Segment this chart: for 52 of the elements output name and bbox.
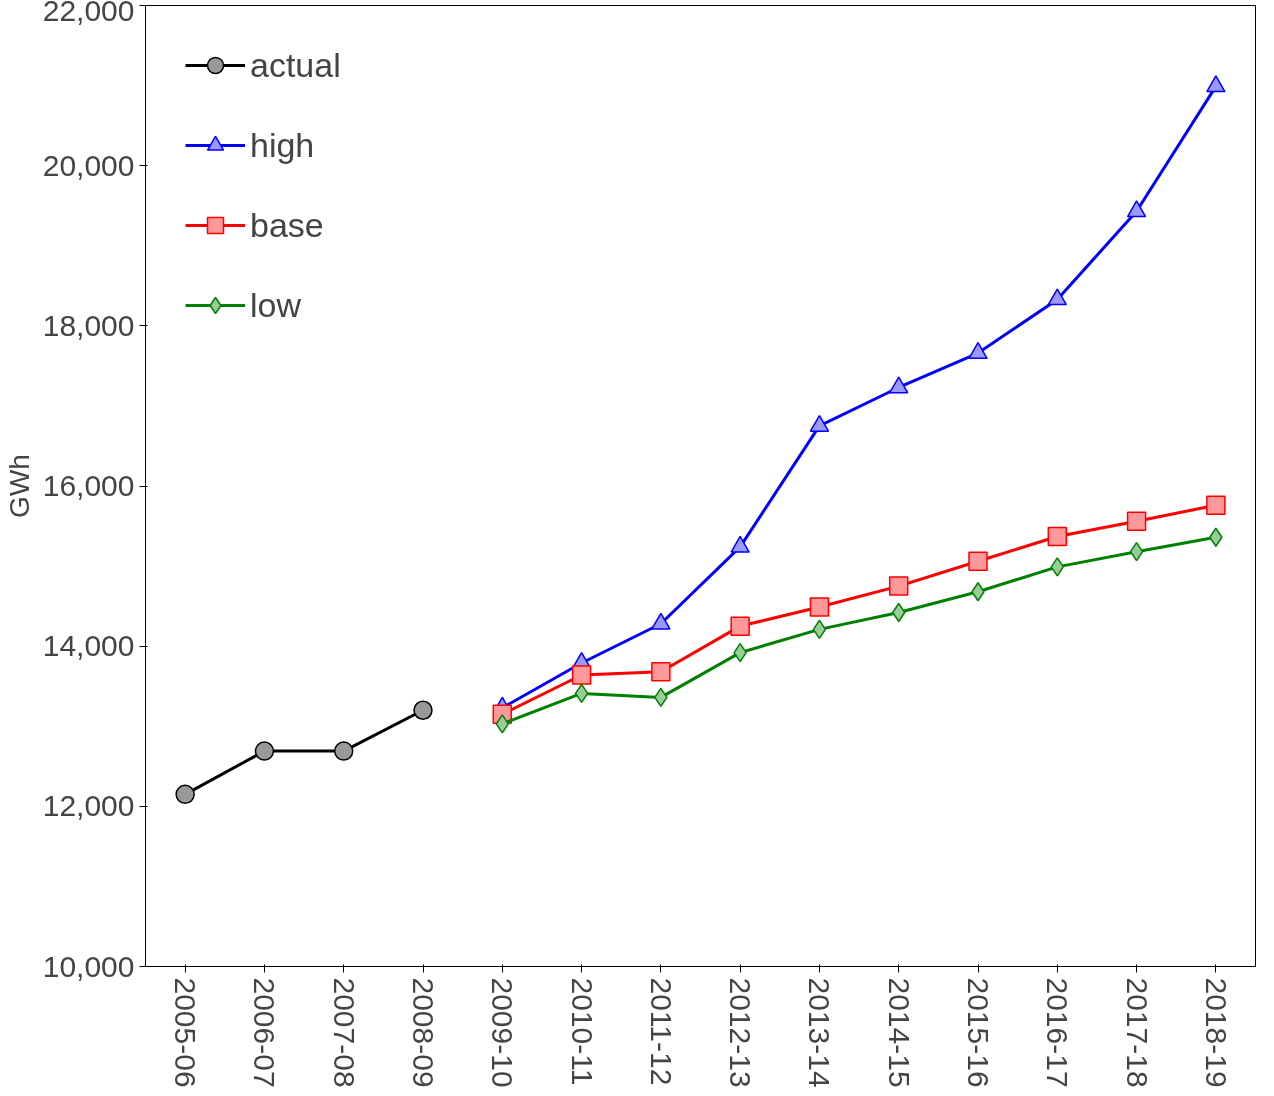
- point: [1050, 557, 1065, 577]
- x-tick-label: 2013-14: [803, 977, 837, 1088]
- y-tick-label: 16,000: [42, 469, 135, 502]
- y-tick-label: 14,000: [42, 629, 135, 663]
- point: [175, 784, 195, 805]
- y-tick-label: 18,000: [42, 308, 135, 342]
- legend-label: base: [250, 205, 324, 245]
- point: [968, 341, 988, 360]
- point: [888, 576, 909, 596]
- point: [1206, 75, 1226, 93]
- point: [1209, 527, 1223, 547]
- point: [495, 714, 510, 734]
- x-tick-label: 2014-15: [882, 977, 916, 1088]
- point: [809, 414, 830, 432]
- point: [812, 619, 827, 640]
- y-tick-label: 10,000: [42, 949, 135, 983]
- point: [1047, 526, 1068, 547]
- x-tick-label: 2012-13: [724, 977, 758, 1088]
- point: [254, 741, 275, 761]
- point: [1126, 200, 1147, 218]
- legend-label: actual: [250, 45, 341, 85]
- x-tick-label: 2006-07: [248, 977, 282, 1088]
- x-tick-label: 2017-18: [1120, 977, 1154, 1088]
- legend-label: high: [250, 125, 315, 165]
- x-tick-label: 2011-12: [644, 977, 678, 1086]
- x-tick-label: 2010-11: [565, 977, 599, 1086]
- point: [571, 665, 592, 685]
- point: [333, 741, 354, 761]
- x-tick-label: 2018-19: [1199, 977, 1233, 1088]
- legend-label: low: [250, 285, 302, 325]
- y-axis-title: GWh: [3, 454, 35, 518]
- point: [574, 683, 589, 704]
- x-tick-label: 2015-16: [962, 977, 995, 1088]
- y-tick-label: 12,000: [42, 789, 135, 823]
- point: [1206, 495, 1226, 515]
- x-tick-label: 2005-06: [169, 977, 203, 1088]
- x-tick-label: 2016-17: [1041, 977, 1075, 1088]
- y-tick-label: 20,000: [42, 148, 135, 182]
- point: [891, 602, 906, 623]
- x-tick-label: 2008-09: [407, 977, 440, 1088]
- point: [651, 662, 671, 682]
- point: [1129, 541, 1144, 562]
- point: [888, 376, 909, 394]
- point: [809, 597, 830, 617]
- point: [968, 551, 988, 572]
- point: [413, 700, 433, 720]
- y-tick-label: 22,000: [42, 0, 135, 27]
- point: [730, 616, 750, 636]
- x-tick-label: 2007-08: [327, 977, 361, 1088]
- x-tick-label: 2009-10: [486, 977, 520, 1088]
- point: [1047, 288, 1068, 306]
- point: [1126, 511, 1147, 531]
